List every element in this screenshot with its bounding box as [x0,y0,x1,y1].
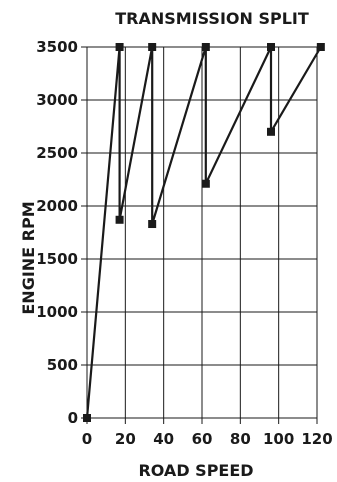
y-tick-label-0: 0 [68,409,78,427]
x-tick-label-80: 80 [230,430,251,448]
y-tick-label-2000: 2000 [36,197,78,215]
x-axis-label: ROAD SPEED [138,461,253,480]
series-group [83,43,325,422]
y-tick-label-1500: 1500 [36,250,78,268]
y-tick-label-3500: 3500 [36,38,78,56]
data-point-3 [148,43,157,51]
data-point-2 [115,215,124,224]
data-point-1 [115,43,124,51]
data-point-6 [201,179,210,188]
x-tick-label-40: 40 [153,430,174,448]
y-tick-label-3000: 3000 [36,91,78,109]
chart-title: TRANSMISSION SPLIT [115,9,309,28]
data-point-5 [201,43,210,51]
x-tick-label-20: 20 [115,430,136,448]
data-point-4 [148,220,157,229]
y-axis-label: ENGINE RPM [19,201,38,314]
data-point-9 [316,43,325,51]
x-axis-ticks: 0 20 40 60 80 100 120 [82,430,333,448]
y-tick-label-2500: 2500 [36,144,78,162]
data-point-8 [267,127,275,136]
series-line [85,46,322,419]
x-tick-label-100: 100 [263,430,294,448]
x-tick-label-120: 120 [301,430,332,448]
x-tick-label-60: 60 [192,430,213,448]
grid-lines [81,46,318,424]
x-tick-label-0: 0 [82,430,92,448]
data-point-7 [267,43,275,51]
y-tick-label-1000: 1000 [36,303,78,321]
data-point-0 [83,414,91,422]
y-tick-label-500: 500 [47,356,78,374]
y-axis-ticks: 0 500 1000 1500 2000 2500 3000 3500 [36,38,78,427]
